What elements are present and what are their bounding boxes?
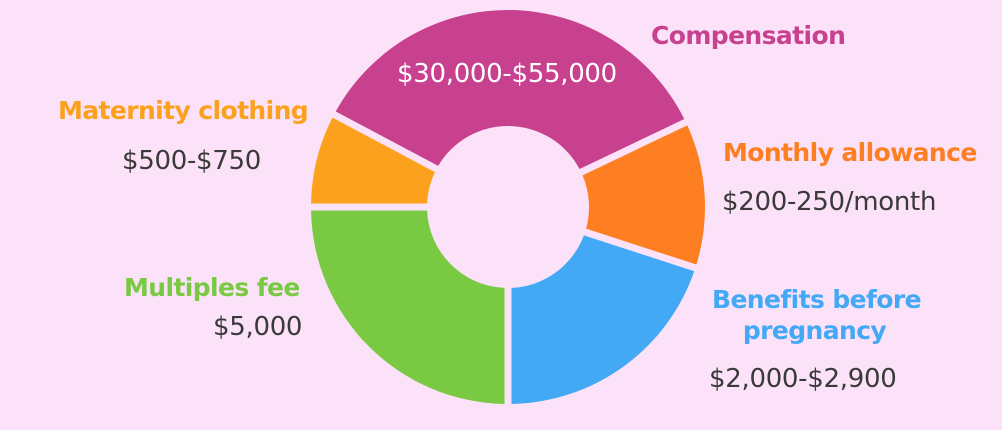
multiples-fee-label: Multiples fee xyxy=(124,273,300,302)
benefits-value: $2,000-$2,900 xyxy=(709,364,897,394)
maternity-clothing-value: $500-$750 xyxy=(122,146,262,176)
compensation-label: Compensation xyxy=(651,21,846,50)
compensation-value: $30,000-$55,000 xyxy=(397,59,617,89)
benefits-label-line1: Benefits before xyxy=(712,285,922,314)
monthly-allowance-label: Monthly allowance xyxy=(723,138,977,167)
donut-segment-monthly-allowance xyxy=(582,125,705,265)
donut-segment-compensation xyxy=(335,10,685,170)
benefits-label: Benefits before pregnancy xyxy=(712,285,922,345)
donut-segment-multiples-fee xyxy=(311,210,505,404)
benefits-label-line2: pregnancy xyxy=(742,316,887,345)
maternity-clothing-label: Maternity clothing xyxy=(58,96,309,125)
monthly-allowance-value: $200-250/month xyxy=(722,187,937,217)
multiples-fee-value: $5,000 xyxy=(213,312,303,342)
donut-segment-benefits-before-pregnancy xyxy=(511,235,695,404)
donut-segment-maternity-clothing xyxy=(311,117,435,204)
